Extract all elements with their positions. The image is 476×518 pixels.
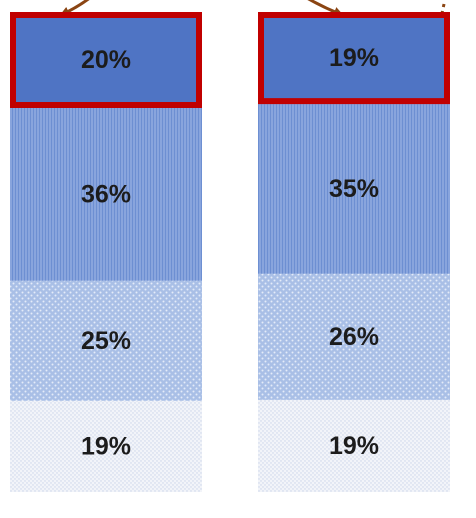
bar-segment xyxy=(10,12,202,108)
data-label: 26% xyxy=(329,323,379,351)
bar-segment xyxy=(258,399,450,492)
connector-arrow-right xyxy=(307,0,344,17)
bars-group: 19% 25% 36% 20% 19% 26% 35% 19% xyxy=(10,12,450,492)
data-label: 36% xyxy=(81,180,131,208)
data-label: 25% xyxy=(81,327,131,355)
highlight-outline xyxy=(258,12,450,105)
connector-arrow-left xyxy=(59,0,90,16)
bar-segment xyxy=(10,108,202,281)
data-label: 19% xyxy=(329,44,379,72)
bar-segment xyxy=(258,12,450,105)
bar-segment xyxy=(258,273,450,400)
data-label: 35% xyxy=(329,175,379,203)
highlight-outline xyxy=(10,12,202,108)
data-label: 20% xyxy=(81,46,131,74)
bar-segment xyxy=(258,104,450,274)
data-label: 19% xyxy=(329,432,379,460)
bar-segment xyxy=(10,280,202,401)
bar-segment xyxy=(10,400,202,492)
data-label: 19% xyxy=(81,432,131,460)
